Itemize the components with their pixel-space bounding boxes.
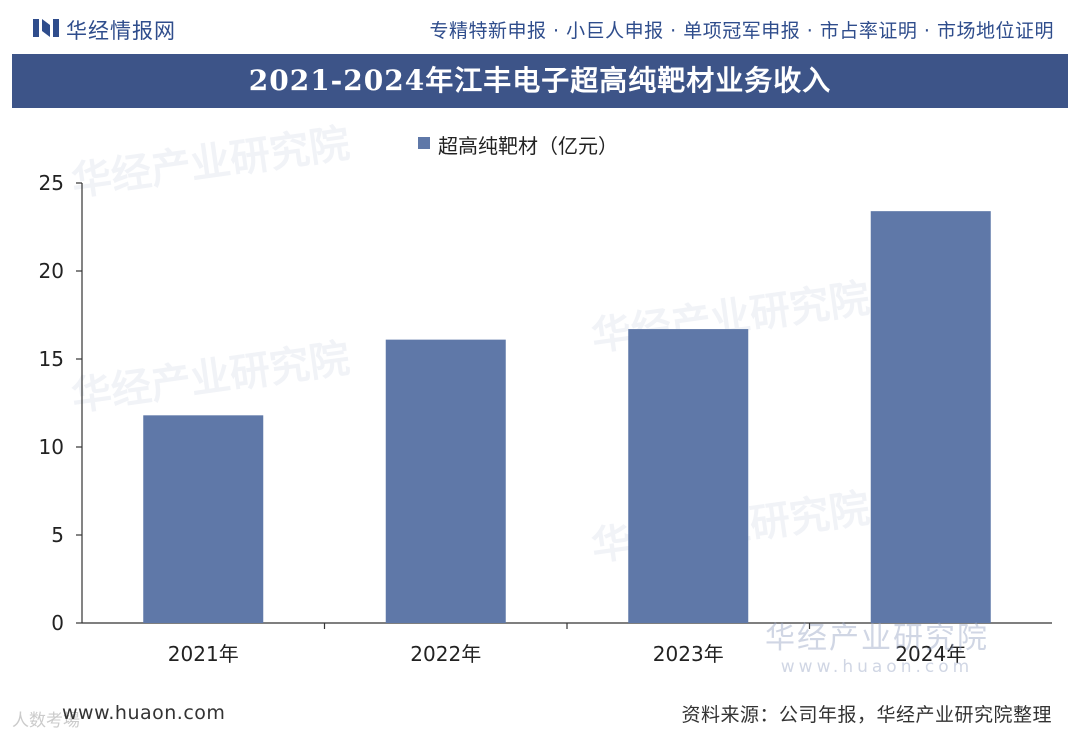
y-tick-label: 15: [39, 347, 64, 371]
brand-name: 华经情报网: [66, 19, 176, 43]
bar: [385, 339, 506, 623]
x-tick-label: 2022年: [410, 642, 481, 666]
huajing-logo-icon: [33, 19, 59, 37]
y-tick-label: 25: [39, 171, 64, 195]
footer-source: 资料来源：公司年报，华经产业研究院整理: [681, 704, 1052, 726]
top-banner: 华经情报网 专精特新申报 · 小巨人申报 · 单项冠军申报 · 市占率证明 · …: [0, 0, 1080, 52]
footer-website: www.huaon.com: [62, 702, 226, 724]
site-watermark: 华经产业研究院 www.huaon.com: [765, 613, 989, 677]
site-watermark-cn: 华经产业研究院: [765, 621, 989, 656]
corner-watermark: 人数考場: [12, 711, 80, 731]
bar: [143, 415, 264, 623]
legend-label: 超高纯靶材（亿元）: [438, 134, 618, 158]
y-tick-label: 20: [39, 259, 64, 283]
site-watermark-en: www.huaon.com: [780, 657, 974, 677]
x-tick-label: 2023年: [653, 642, 724, 666]
x-tick-label: 2021年: [168, 642, 239, 666]
chart-title: 2021-2024年江丰电子超高纯靶材业务收入: [12, 54, 1068, 108]
y-tick-label: 10: [39, 435, 64, 459]
x-tick-label: 2024年: [895, 642, 966, 666]
y-tick-label: 5: [51, 523, 64, 547]
bar: [870, 211, 991, 623]
legend-swatch: [418, 137, 430, 149]
y-tick-label: 0: [51, 611, 64, 635]
bar: [628, 329, 749, 623]
services-banner: 专精特新申报 · 小巨人申报 · 单项冠军申报 · 市占率证明 · 市场地位证明: [429, 20, 1054, 42]
